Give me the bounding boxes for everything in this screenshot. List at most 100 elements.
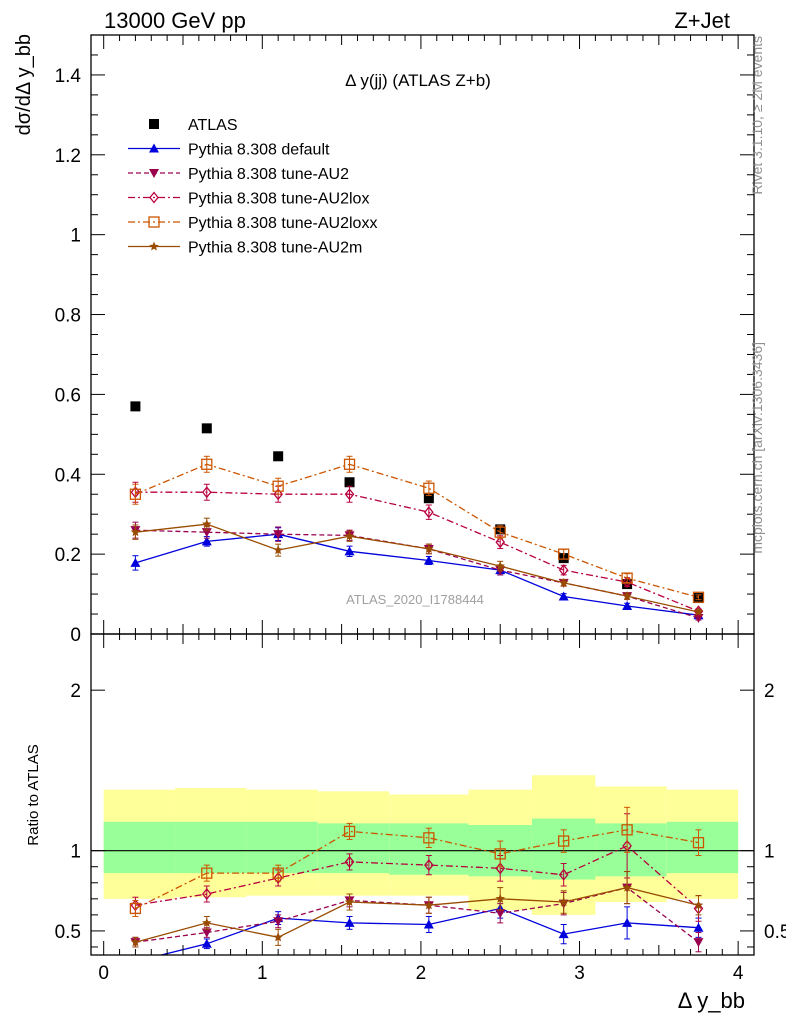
legend-label: Pythia 8.308 tune-AU2lox	[188, 191, 369, 208]
data-point	[424, 543, 434, 553]
data-point	[130, 401, 141, 412]
data-point	[621, 572, 633, 584]
data-point	[424, 506, 434, 519]
data-point	[129, 488, 142, 500]
data-point	[495, 561, 505, 571]
data-point	[558, 897, 569, 907]
series-pythia-8-308-tune-au2loxx	[129, 806, 705, 917]
data-point	[130, 527, 141, 537]
data-point	[558, 548, 570, 560]
legend-marker	[149, 191, 159, 204]
y-tick-label: 0.4	[55, 465, 82, 486]
data-point	[344, 546, 355, 556]
data-point	[693, 900, 704, 910]
data-point	[558, 577, 569, 587]
data-point	[423, 482, 435, 494]
data-point	[558, 564, 569, 577]
data-point	[343, 825, 356, 838]
data-point	[621, 824, 633, 836]
data-point	[273, 932, 283, 942]
y-tick-label: 0	[70, 625, 81, 646]
legend-label: Pythia 8.308 tune-AU2	[188, 166, 349, 183]
uncertainty-band-inner	[246, 821, 318, 874]
analysis-label: ATLAS_2020_I1788444	[346, 592, 484, 607]
data-point	[273, 917, 284, 927]
data-point	[622, 882, 632, 892]
ratio-y-tick-label-left: 0.5	[55, 922, 81, 943]
series-pythia-8-308-default	[130, 527, 704, 620]
mcplots-side-text: mcplots.cern.ch [arXiv:1306.3436]	[749, 342, 765, 554]
data-point	[273, 545, 283, 555]
header-left: 13000 GeV pp	[104, 8, 246, 33]
data-point	[201, 867, 213, 879]
data-point	[622, 917, 633, 927]
data-point	[272, 867, 284, 879]
data-point	[344, 917, 355, 927]
data-point	[130, 956, 140, 965]
data-point	[495, 536, 506, 549]
legend-label: Pythia 8.308 tune-AU2m	[188, 240, 362, 257]
main-series	[129, 401, 705, 624]
legend-entry-pythia-8-308-tune-au2: Pythia 8.308 tune-AU2	[128, 166, 349, 183]
data-point	[495, 909, 506, 919]
header-right: Z+Jet	[674, 8, 730, 33]
x-tick-label: 1	[257, 963, 268, 984]
data-point	[201, 536, 212, 546]
uncertainty-band-inner	[595, 823, 667, 877]
data-point	[201, 928, 212, 938]
data-point	[272, 480, 284, 492]
data-point	[693, 614, 704, 624]
x-tick-label: 4	[733, 963, 744, 984]
legend-marker	[149, 143, 159, 153]
ratio-y-tick-label-left: 2	[70, 681, 81, 702]
series-atlas	[130, 401, 704, 604]
y-tick-label: 1.2	[55, 146, 81, 167]
series-pythia-8-308-default	[130, 898, 704, 965]
legend-label: ATLAS	[188, 117, 238, 134]
series-line	[158, 907, 699, 955]
data-point	[558, 929, 569, 939]
ratio-bands	[103, 775, 739, 915]
axis-ticks	[91, 34, 754, 955]
data-point	[202, 519, 212, 529]
y-tick-label: 1	[70, 226, 81, 247]
data-point	[693, 607, 704, 617]
data-point	[424, 900, 434, 910]
legend-label: Pythia 8.308 default	[188, 142, 330, 159]
uncertainty-band-inner	[317, 823, 390, 874]
data-point	[344, 488, 355, 501]
uncertainty-band-inner	[175, 821, 247, 874]
series-line	[135, 463, 699, 598]
data-point	[273, 488, 283, 501]
data-point	[495, 893, 505, 903]
data-point	[558, 591, 569, 601]
data-point	[343, 458, 356, 470]
data-point	[693, 922, 704, 932]
legend: ATLAS Pythia 8.308 default Pythia 8.308 tu…	[128, 117, 377, 257]
data-point	[344, 855, 355, 868]
ratio-y-tick-label-left: 1	[70, 842, 81, 863]
uncertainty-band-inner	[103, 821, 176, 874]
data-point	[344, 477, 355, 488]
y-tick-label: 0.2	[55, 545, 81, 566]
data-point	[130, 557, 141, 567]
data-point	[273, 871, 283, 885]
x-tick-label: 3	[574, 963, 585, 984]
data-point	[201, 458, 213, 470]
ratio-y-tick-label-right: 2	[764, 681, 775, 702]
x-tick-label: 2	[416, 963, 427, 984]
data-point	[558, 868, 569, 881]
data-point	[423, 555, 434, 565]
legend-marker	[149, 241, 159, 251]
legend-marker	[149, 169, 159, 178]
data-point	[201, 486, 212, 499]
main-y-axis-label: dσ/dΔ y_bb	[13, 34, 35, 135]
data-point	[129, 902, 142, 915]
data-point	[423, 919, 434, 929]
ratio-plot-frame	[90, 633, 755, 956]
data-point	[423, 493, 434, 504]
legend-marker	[149, 119, 159, 129]
ratio-y-axis-label: Ratio to ATLAS	[25, 744, 42, 845]
legend-entry-atlas: ATLAS	[149, 117, 238, 134]
